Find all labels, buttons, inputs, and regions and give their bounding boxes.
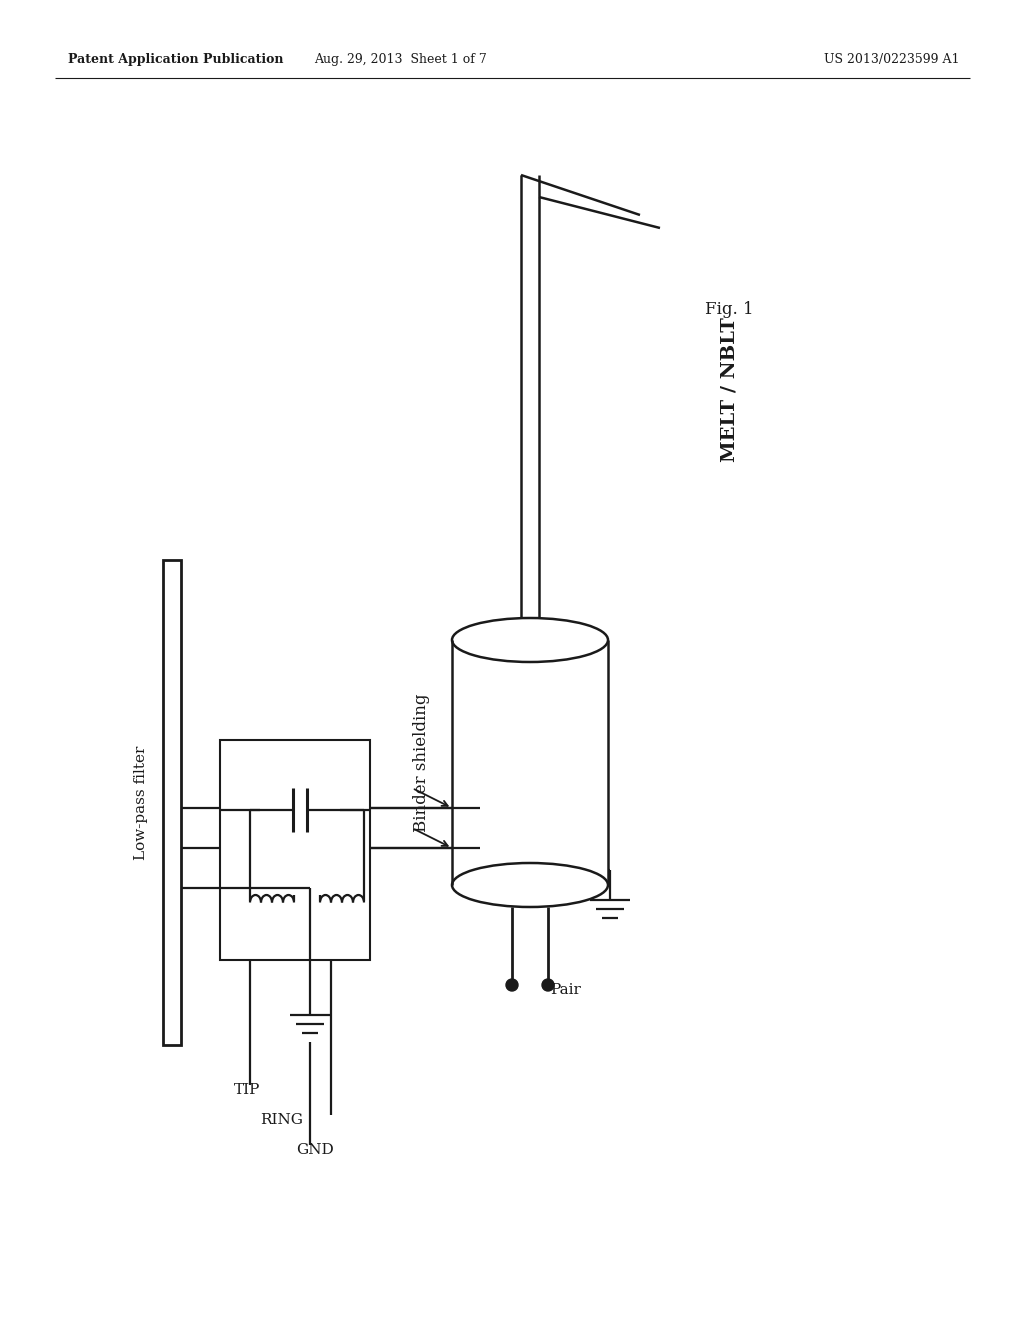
Bar bbox=[163, 560, 181, 1045]
Text: TIP: TIP bbox=[233, 1082, 260, 1097]
Ellipse shape bbox=[452, 618, 608, 663]
Circle shape bbox=[542, 979, 554, 991]
Text: Patent Application Publication: Patent Application Publication bbox=[68, 54, 284, 66]
Text: Pair: Pair bbox=[550, 983, 581, 997]
Text: Aug. 29, 2013  Sheet 1 of 7: Aug. 29, 2013 Sheet 1 of 7 bbox=[313, 54, 486, 66]
Text: Binder shielding: Binder shielding bbox=[414, 693, 430, 832]
Text: GND: GND bbox=[296, 1143, 334, 1158]
Text: Low-pass filter: Low-pass filter bbox=[134, 746, 148, 859]
Text: RING: RING bbox=[260, 1113, 303, 1127]
Ellipse shape bbox=[452, 863, 608, 907]
Text: US 2013/0223599 A1: US 2013/0223599 A1 bbox=[824, 54, 961, 66]
Bar bbox=[220, 741, 370, 960]
Text: MELT / NBLT: MELT / NBLT bbox=[720, 318, 738, 462]
Circle shape bbox=[506, 979, 518, 991]
Text: Fig. 1: Fig. 1 bbox=[705, 301, 754, 318]
